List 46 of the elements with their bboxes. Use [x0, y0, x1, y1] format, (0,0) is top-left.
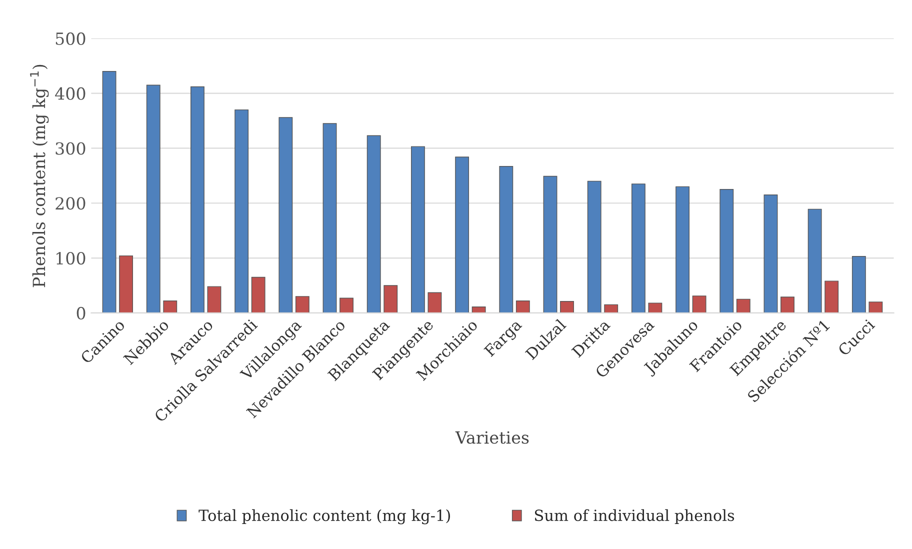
bar	[676, 186, 690, 313]
bar	[868, 302, 883, 313]
legend-label: Total phenolic content (mg kg-1)	[198, 509, 450, 524]
y-tick-label: 300	[56, 142, 86, 155]
bar	[190, 86, 204, 313]
bar	[780, 296, 794, 313]
bar	[146, 84, 160, 313]
y-tick-label: 0	[76, 306, 86, 320]
bar	[234, 109, 249, 313]
y-tick-label: 500	[56, 32, 86, 45]
bar	[604, 304, 618, 313]
bar	[278, 117, 293, 313]
bar	[736, 298, 750, 313]
legend-label: Sum of individual phenols	[534, 509, 734, 524]
bar	[366, 135, 381, 313]
bar	[472, 306, 486, 313]
bar	[692, 296, 706, 313]
bar	[764, 194, 778, 313]
bar	[560, 301, 574, 313]
bar	[410, 146, 425, 313]
bar	[295, 296, 310, 313]
bar	[322, 123, 337, 313]
x-axis-title: Varieties	[455, 431, 529, 444]
bar	[631, 184, 646, 313]
bar	[516, 300, 530, 313]
bar	[251, 276, 266, 313]
y-tick-label: 400	[55, 87, 86, 100]
bar	[102, 71, 116, 313]
bar	[340, 298, 354, 313]
y-axis-title: Phenols content (mg kg$^{−1}$)	[30, 64, 49, 288]
bar	[384, 285, 398, 313]
bar	[499, 166, 514, 313]
bar	[824, 280, 839, 313]
bar	[207, 286, 222, 313]
y-tick-label: 200	[56, 197, 86, 210]
y-tick-label: 100	[56, 252, 86, 265]
bar	[119, 255, 133, 313]
bar	[163, 300, 178, 313]
bar	[587, 180, 602, 313]
bar	[852, 256, 866, 313]
bar	[543, 176, 558, 313]
bar	[455, 156, 470, 313]
bar	[720, 189, 734, 313]
bar	[648, 302, 662, 313]
bar	[808, 208, 822, 313]
bar	[428, 292, 442, 313]
